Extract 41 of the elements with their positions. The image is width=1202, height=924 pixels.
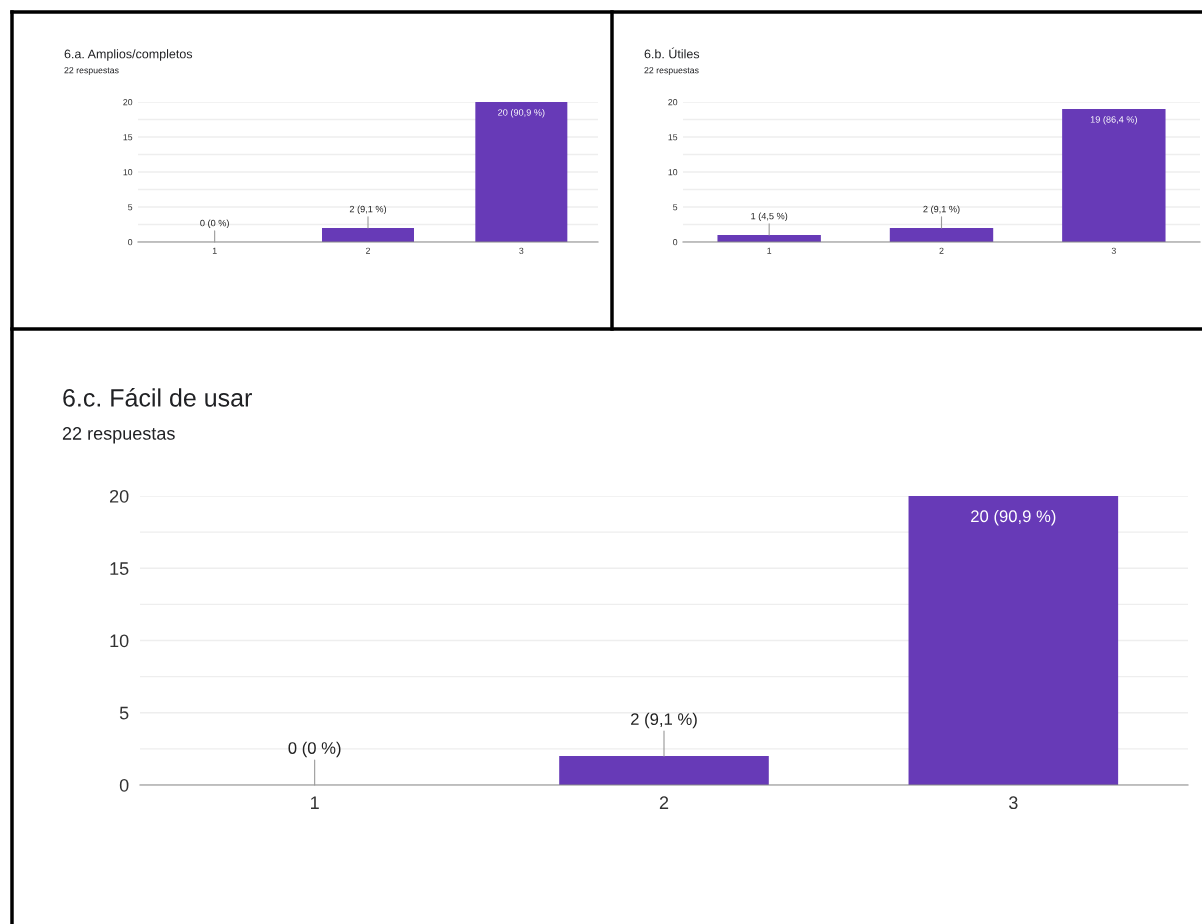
x-tick-label: 2 bbox=[366, 247, 370, 254]
data-label: 19 (86,4 %) bbox=[1090, 115, 1137, 125]
chart-title: 6.c. Fácil de usar bbox=[63, 388, 252, 407]
x-tick-label: 3 bbox=[1111, 247, 1116, 254]
chart-title: 6.b. Útiles bbox=[644, 47, 700, 59]
data-label: 2 (9,1 %) bbox=[349, 205, 387, 215]
x-tick-label: 1 bbox=[311, 796, 319, 809]
x-tick-label: 2 bbox=[659, 796, 669, 809]
data-label: 20 (90,9 %) bbox=[498, 108, 545, 118]
data-label: 2 (9,1 %) bbox=[923, 205, 960, 215]
data-label: 0 (0 %) bbox=[288, 741, 341, 758]
y-tick-label: 20 bbox=[668, 99, 678, 106]
chart-title: 6.a. Amplios/completos bbox=[64, 49, 193, 61]
x-tick-label: 1 bbox=[767, 247, 772, 254]
y-tick-label: 15 bbox=[110, 562, 129, 575]
x-tick-label: 3 bbox=[519, 247, 524, 254]
x-tick-label: 3 bbox=[1009, 796, 1018, 810]
y-tick-label: 0 bbox=[128, 239, 133, 246]
data-label: 1 (4,5 %) bbox=[751, 212, 788, 222]
data-label: 0 (0 %) bbox=[200, 219, 229, 229]
y-tick-label: 10 bbox=[668, 169, 678, 176]
y-tick-label: 20 bbox=[123, 99, 133, 106]
chart-subtitle: 22 respuestas bbox=[62, 427, 175, 444]
y-tick-label: 20 bbox=[109, 489, 129, 503]
data-label: 20 (90,9 %) bbox=[971, 509, 1056, 526]
y-tick-label: 10 bbox=[123, 169, 133, 176]
y-tick-label: 0 bbox=[119, 778, 129, 792]
y-tick-label: 15 bbox=[668, 134, 678, 141]
y-tick-label: 5 bbox=[128, 204, 133, 211]
bar bbox=[889, 228, 994, 242]
chart-subtitle: 22 respuestas bbox=[644, 67, 699, 76]
data-label: 2 (9,1 %) bbox=[631, 712, 697, 729]
chart-subtitle: 22 respuestas bbox=[64, 67, 119, 76]
y-tick-label: 10 bbox=[110, 634, 129, 648]
y-tick-label: 5 bbox=[119, 706, 129, 720]
bar bbox=[1062, 109, 1166, 242]
y-tick-label: 0 bbox=[673, 239, 678, 246]
y-tick-label: 5 bbox=[673, 204, 678, 211]
y-tick-label: 15 bbox=[123, 134, 133, 141]
x-tick-label: 2 bbox=[939, 247, 944, 254]
x-tick-label: 1 bbox=[212, 247, 217, 254]
